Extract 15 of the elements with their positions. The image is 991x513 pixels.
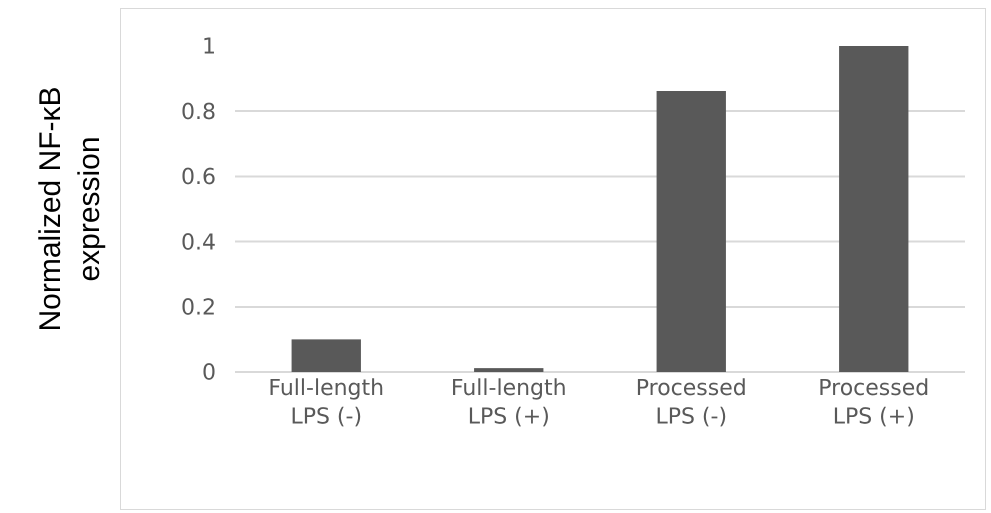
y-axis-title: Normalized NF-κB expression xyxy=(34,86,106,332)
y-tick-label: 0.4 xyxy=(181,230,216,256)
x-tick-label: Full-length LPS (+) xyxy=(450,376,567,430)
bar xyxy=(656,90,726,372)
bar xyxy=(474,368,544,372)
x-tick-label: Full-length LPS (-) xyxy=(268,376,384,430)
y-tick-label: 0.2 xyxy=(181,296,216,320)
bar xyxy=(839,46,908,372)
y-tick-label: 0 xyxy=(202,360,216,386)
x-tick-label: Processed LPS (+) xyxy=(818,376,930,430)
y-tick-label: 0.6 xyxy=(181,165,216,190)
bar xyxy=(292,339,361,372)
x-tick-label: Processed LPS (-) xyxy=(636,376,747,430)
y-tick-label: 1 xyxy=(202,34,216,60)
y-tick-label: 0.8 xyxy=(181,100,216,125)
